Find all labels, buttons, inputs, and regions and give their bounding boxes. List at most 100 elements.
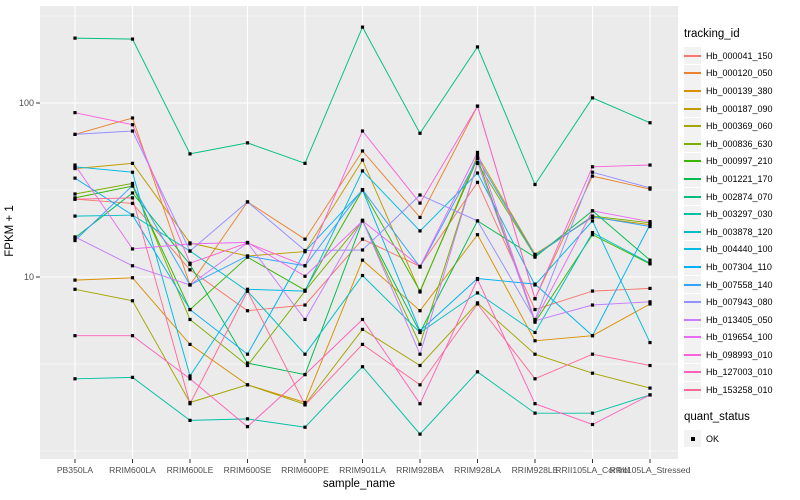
legend-item-Hb_013405_050: Hb_013405_050 <box>684 311 798 329</box>
legend-label: Hb_002874_070 <box>706 191 773 202</box>
legend-label: Hb_098993_010 <box>706 349 773 360</box>
legend-label: Hb_000836_630 <box>706 138 773 149</box>
x-tick-label: PB350LA <box>57 465 94 475</box>
legend-label: Hb_004440_100 <box>706 244 773 255</box>
legend-label: Hb_003297_030 <box>706 209 773 220</box>
x-tick-label: RRIM600LA <box>109 465 156 475</box>
legend-title-quant-status: quant_status <box>684 410 750 423</box>
legend-key-icon <box>684 152 701 170</box>
legend-item-Hb_003878_120: Hb_003878_120 <box>684 223 798 241</box>
x-tick-label: RRIM600LE <box>167 465 214 475</box>
x-axis-title: sample_name <box>322 478 396 490</box>
legend-label: Hb_127003_010 <box>706 367 773 378</box>
legend-label: Hb_003878_120 <box>706 226 773 237</box>
legend-key-icon <box>684 117 701 135</box>
x-tick-label: RRIM928LA <box>454 465 501 475</box>
legend: tracking_id Hb_000041_150 Hb_000120_050 Hb… <box>684 28 798 448</box>
legend-label: Hb_013405_050 <box>706 314 773 325</box>
legend-item-Hb_002874_070: Hb_002874_070 <box>684 188 798 206</box>
legend-line-swatch <box>684 89 701 92</box>
legend-item-Hb_127003_010: Hb_127003_010 <box>684 363 798 382</box>
legend-line-swatch <box>684 336 701 339</box>
legend-key-icon <box>684 311 701 329</box>
legend-key-icon <box>684 240 701 258</box>
y-tick-label: 10 <box>24 272 34 282</box>
legend-label: Hb_000139_380 <box>706 85 773 96</box>
legend-item-Hb_001221_170: Hb_001221_170 <box>684 170 798 188</box>
legend-key-icon <box>684 188 701 206</box>
legend-item-Hb_007304_110: Hb_007304_110 <box>684 258 798 276</box>
legend-key-icon <box>684 82 701 100</box>
x-tick-label: RRIM928BA <box>396 465 444 475</box>
legend-line-swatch <box>684 195 701 198</box>
legend-label: Hb_153258_010 <box>706 385 773 396</box>
legend-label: Hb_000187_090 <box>706 103 773 114</box>
legend-label: Hb_007558_140 <box>706 279 773 290</box>
legend-label: Hb_000041_150 <box>706 50 773 61</box>
legend-key-icon <box>684 135 701 153</box>
legend-line-swatch <box>684 142 701 145</box>
legend-title-tracking-id: tracking_id <box>684 28 740 40</box>
legend-item-Hb_000997_210: Hb_000997_210 <box>684 152 798 171</box>
legend-item-Hb_003297_030: Hb_003297_030 <box>684 205 798 223</box>
legend-items: Hb_000041_150 Hb_000120_050 Hb_000139_380 H… <box>684 47 798 399</box>
legend-line-swatch <box>684 301 701 304</box>
legend-line-swatch <box>684 107 701 110</box>
legend-label: Hb_001221_170 <box>706 173 773 184</box>
legend-line-swatch <box>684 248 701 251</box>
black-square-marker-icon <box>690 436 695 441</box>
x-tick-label: RRIM600SE <box>224 465 272 475</box>
legend-line-swatch <box>684 177 701 180</box>
legend-key-icon <box>684 223 701 241</box>
legend-item-Hb_000187_090: Hb_000187_090 <box>684 100 798 118</box>
x-tick-label: RRII105LA_Control <box>555 465 630 475</box>
legend-item-Hb_019654_100: Hb_019654_100 <box>684 328 798 347</box>
legend-line-swatch <box>684 389 701 392</box>
legend-key-icon <box>684 346 701 364</box>
x-tick-label: RRIM600PE <box>281 465 329 475</box>
legend-label: Hb_000120_050 <box>706 68 773 79</box>
legend-item-Hb_153258_010: Hb_153258_010 <box>684 381 798 399</box>
legend-item-Hb_007943_080: Hb_007943_080 <box>684 293 798 311</box>
legend-key-icon <box>684 47 701 65</box>
legend-item-Hb_007558_140: Hb_007558_140 <box>684 276 798 294</box>
legend-line-swatch <box>684 265 701 268</box>
legend-key-icon <box>684 100 701 118</box>
legend-label: Hb_000369_060 <box>706 121 773 132</box>
legend-line-swatch <box>684 353 701 356</box>
legend-label: Hb_000997_210 <box>706 156 773 167</box>
x-tick-label: RRII105LA_Stressed <box>610 465 691 475</box>
legend-key-icon <box>684 293 701 311</box>
legend-line-swatch <box>684 230 701 233</box>
legend-line-swatch <box>684 318 701 321</box>
legend-item-Hb_098993_010: Hb_098993_010 <box>684 346 798 364</box>
legend-line-swatch <box>684 283 701 286</box>
y-tick-label: 100 <box>19 98 34 108</box>
legend-item-Hb_000836_630: Hb_000836_630 <box>684 135 798 153</box>
legend-label: Hb_007304_110 <box>706 261 772 272</box>
legend-item-Hb_000139_380: Hb_000139_380 <box>684 82 798 100</box>
x-tick-label: RRIM901LA <box>339 465 386 475</box>
legend-line-swatch <box>684 72 701 75</box>
quant-ok-key <box>684 430 701 448</box>
legend-item-Hb_004440_100: Hb_004440_100 <box>684 240 798 259</box>
legend-line-swatch <box>684 213 701 216</box>
legend-key-icon <box>684 64 701 82</box>
legend-key-icon <box>684 381 701 399</box>
legend-key-icon <box>684 170 701 188</box>
legend-key-icon <box>684 276 701 294</box>
legend-item-quant-ok: OK <box>684 430 798 448</box>
legend-key-icon <box>684 363 701 381</box>
legend-label: Hb_007943_080 <box>706 297 773 308</box>
y-axis-title: FPKM + 1 <box>4 205 16 257</box>
legend-item-Hb_000041_150: Hb_000041_150 <box>684 47 798 65</box>
legend-line-swatch <box>684 54 701 57</box>
legend-label: Hb_019654_100 <box>706 332 773 343</box>
legend-key-icon <box>684 258 701 276</box>
legend-line-swatch <box>684 371 701 374</box>
legend-item-Hb_000120_050: Hb_000120_050 <box>684 64 798 83</box>
legend-key-icon <box>684 328 701 346</box>
legend-line-swatch <box>684 160 701 163</box>
